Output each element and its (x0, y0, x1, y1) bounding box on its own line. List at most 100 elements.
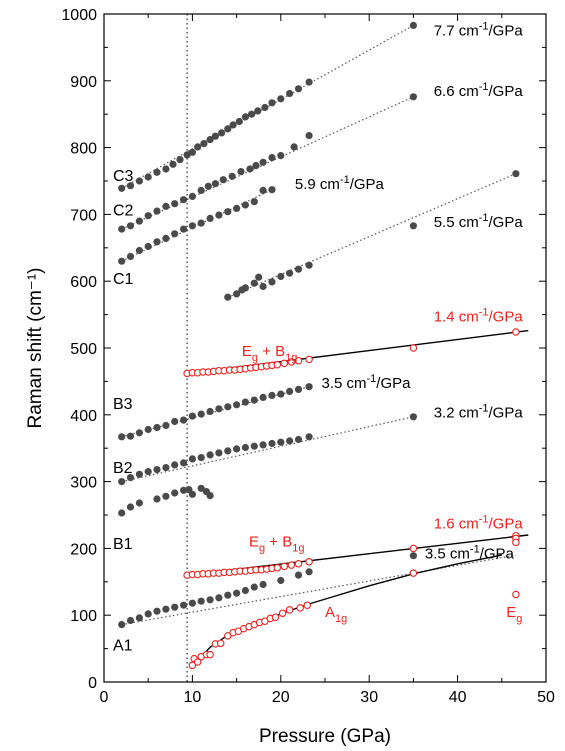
data-point (409, 413, 417, 421)
x-tick-label: 30 (360, 689, 378, 706)
data-point (200, 140, 208, 148)
data-point (294, 435, 303, 444)
data-point (211, 180, 219, 188)
data-point (197, 410, 205, 418)
annotation: 3.5 cm-1/GPa (322, 373, 412, 392)
x-tick-label: 10 (184, 689, 202, 706)
data-point (126, 222, 135, 230)
data-point (197, 484, 205, 492)
data-point (409, 344, 418, 352)
annotation: 5.9 cm-1/GPa (295, 174, 385, 193)
data-point (233, 204, 241, 212)
series-eg (512, 534, 520, 599)
annotation: Eg (506, 604, 522, 625)
data-point (246, 165, 254, 173)
data-point (215, 211, 223, 219)
x-tick-label: 40 (449, 689, 467, 706)
data-point (144, 173, 152, 181)
data-point (126, 252, 135, 261)
annotation: 1.6 cm-1/GPa (434, 513, 524, 532)
data-point (135, 470, 143, 478)
annotation: A1g (325, 604, 347, 625)
y-tick-label: 600 (70, 274, 97, 291)
fit-lines (121, 24, 529, 668)
data-point (233, 445, 241, 453)
data-point (162, 234, 170, 242)
data-point (277, 576, 285, 585)
data-point (153, 238, 161, 246)
data-point (126, 616, 135, 625)
data-point (188, 661, 197, 670)
data-point (118, 225, 126, 233)
y-tick-label: 100 (70, 608, 97, 625)
data-point (259, 580, 267, 589)
data-point (171, 461, 179, 469)
data-point (409, 21, 417, 29)
data-point (409, 544, 418, 553)
x-tick-label: 20 (272, 689, 290, 706)
y-tick-label: 0 (88, 675, 97, 692)
data-point (126, 503, 135, 511)
annotation: 6.6 cm-1/GPa (434, 81, 524, 100)
data-point (268, 154, 276, 162)
series-c1-high-pressure- (224, 170, 520, 301)
y-tick-label: 900 (70, 74, 97, 91)
data-point (286, 269, 294, 277)
data-point (180, 225, 188, 233)
data-point (268, 186, 276, 194)
data-point (180, 416, 188, 424)
data-point (224, 591, 232, 599)
data-point (255, 273, 263, 281)
fit-line-dotted (121, 386, 310, 438)
data-point (206, 136, 214, 144)
data-point (204, 182, 212, 190)
data-point (126, 432, 135, 440)
data-point (233, 290, 241, 298)
data-point (259, 393, 267, 401)
data-point (259, 158, 267, 166)
data-point (268, 278, 276, 286)
data-point (153, 466, 161, 474)
plot-frame (103, 13, 547, 683)
data-point (144, 468, 152, 476)
data-point (248, 110, 256, 118)
data-point (228, 172, 236, 180)
data-point (259, 282, 267, 291)
y-tick-label: 700 (70, 207, 97, 224)
data-point (171, 200, 179, 208)
data-point (118, 478, 126, 486)
fit-line-dotted (227, 173, 517, 298)
data-point (233, 589, 241, 597)
data-point (409, 222, 417, 230)
data-point (224, 403, 232, 411)
annotation: 5.5 cm-1/GPa (434, 212, 524, 231)
data-point (261, 103, 269, 112)
data-point (305, 568, 313, 576)
data-point (206, 214, 214, 222)
data-point (188, 599, 196, 607)
data-point (409, 552, 417, 560)
data-point (250, 279, 258, 287)
annotation: 3.2 cm-1/GPa (434, 403, 524, 422)
data-point (171, 603, 179, 611)
data-point (215, 449, 223, 457)
data-point (188, 222, 196, 230)
data-point (235, 117, 243, 126)
data-point (162, 464, 170, 472)
data-point (259, 186, 267, 194)
data-point (197, 597, 205, 605)
data-point (176, 156, 184, 164)
data-point (180, 196, 188, 204)
data-point (287, 358, 296, 366)
data-point (135, 614, 143, 622)
slope-annotations: 7.7 cm-1/GPa 6.6 cm-1/GPa 5.9 cm-1/GPa 5.5 … (242, 20, 523, 625)
data-point (169, 160, 177, 168)
mode-label: B2 (113, 460, 133, 477)
data-point (153, 207, 161, 215)
data-point (250, 198, 258, 206)
data-point (409, 93, 417, 101)
data-point (294, 571, 303, 579)
data-point (162, 492, 170, 500)
series-b2 (118, 413, 417, 486)
data-point (305, 261, 313, 269)
